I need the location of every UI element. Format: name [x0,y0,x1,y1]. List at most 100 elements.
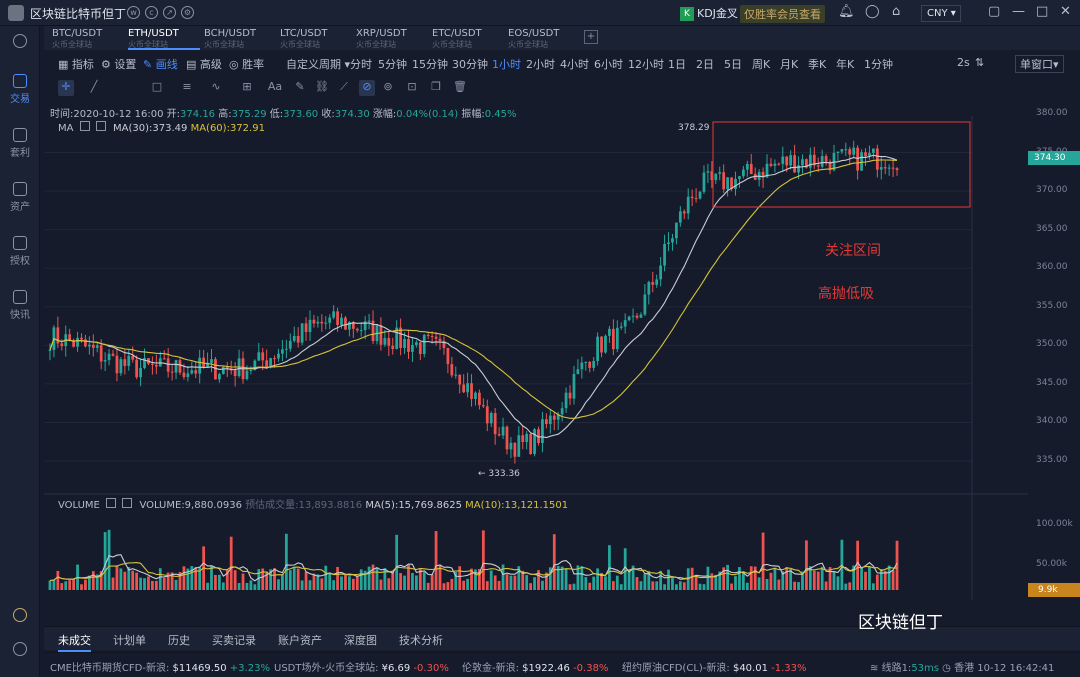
add-pair-button[interactable]: + [584,30,598,44]
period-5[interactable]: 2小时 [526,58,555,71]
refresh-interval[interactable]: 2s [957,56,970,69]
vip-badge[interactable]: 仅胜率会员查看 [740,5,825,23]
magnet-tool-icon[interactable]: ⊘ [359,80,375,96]
period-10[interactable]: 2日 [696,58,714,71]
shirt-icon[interactable]: ⌂ [892,4,901,19]
price-chart[interactable]: 378.29← 333.3610月 310月 410月 510月 610月 71… [44,116,1028,600]
diamond-icon[interactable] [0,608,40,624]
volume-close-icon[interactable] [122,498,133,508]
candle-body [355,328,359,331]
sidebar-logo-icon[interactable] [0,34,40,50]
candle-body [218,374,221,380]
tab-eos-usdt[interactable]: EOS/USDT 火币全球站 [508,28,560,49]
measure-tool-icon[interactable]: ⊞ [242,80,252,93]
volume-settings-icon[interactable] [106,498,117,508]
period-9[interactable]: 1日 [668,58,686,71]
chat-icon[interactable]: ◯ [865,4,880,19]
delete-tool-icon[interactable]: 🗑︎ [453,80,467,93]
restore-icon[interactable]: ▢ [988,4,1001,19]
period-2[interactable]: 15分钟 [412,58,448,71]
period-7[interactable]: 6小时 [594,58,623,71]
bell-icon[interactable]: 🔔︎ [838,4,855,19]
fib-tool-icon[interactable]: ≡ [182,80,192,93]
share-icon[interactable]: ↗ [163,6,176,19]
settings-icon[interactable]: ⚙ [181,6,194,19]
sidebar-item-news[interactable]: 快讯 [0,290,40,321]
line-tool-icon[interactable]: ╱ [90,80,98,93]
visibility-tool-icon[interactable]: ⊚ [383,80,393,93]
text-tool-icon[interactable]: Aa [267,80,283,93]
period-1[interactable]: 5分钟 [378,58,407,71]
ma-settings-icon[interactable] [79,121,90,131]
kdj-signal[interactable]: K KDJ金叉 [680,5,738,21]
ticker-item[interactable]: USDT场外-火币全球站: ¥6.69 -0.30% [274,659,449,674]
brush-tool-icon[interactable]: ✎ [295,80,305,93]
custom-period-select[interactable]: 自定义周期 ▾ [286,58,351,71]
indicator-button[interactable]: ▦ 指标 [58,58,94,71]
period-6[interactable]: 4小时 [560,58,589,71]
settings-button[interactable]: ⚙ 设置 [101,58,137,71]
tab-ltc-usdt[interactable]: LTC/USDT 火币全球站 [280,28,328,49]
ruler-tool-icon[interactable]: ⟋ [340,80,348,93]
period-11[interactable]: 5日 [724,58,742,71]
period-12[interactable]: 周K [752,58,771,71]
tab-bch-usdt[interactable]: BCH/USDT 火币全球站 [204,28,257,49]
period-16[interactable]: 1分钟 [864,58,893,71]
maximize-icon[interactable]: □ [1036,4,1049,19]
tab-bottom-1[interactable]: 计划单 [113,634,146,647]
lock-tool-icon[interactable]: ⊡ [407,80,417,93]
tab-etc-usdt[interactable]: ETC/USDT 火币全球站 [432,28,482,49]
tab-bottom-3[interactable]: 买卖记录 [212,634,256,647]
candle-body [706,171,710,173]
period-8[interactable]: 12小时 [628,58,664,71]
candle-body [789,155,793,166]
volume-bar [418,568,422,590]
sidebar-item-authorize[interactable]: 授权 [0,236,40,267]
weibo-icon[interactable]: w [127,6,140,19]
layout-icon[interactable]: ⇅ [975,56,985,69]
tab-bottom-2[interactable]: 历史 [168,634,190,647]
candle-body [738,176,741,179]
wave-tool-icon[interactable]: ∿ [211,80,221,93]
tab-bottom-6[interactable]: 技术分析 [399,634,443,647]
candle-body [214,359,217,380]
wechat-icon[interactable]: c [145,6,158,19]
period-3[interactable]: 30分钟 [452,58,488,71]
volume-bar [738,567,741,590]
tab-xrp-usdt[interactable]: XRP/USDT 火币全球站 [356,28,407,49]
candle-body [253,360,257,371]
tab-btc-usdt[interactable]: BTC/USDT 火币全球站 [52,28,103,49]
sidebar-item-assets[interactable]: 资产 [0,182,40,213]
sidebar-item-trade[interactable]: 交易 [0,74,40,105]
window-mode-select[interactable]: 单窗口▾ [1015,55,1064,73]
link-tool-icon[interactable]: ⛓ [315,80,329,93]
settings-gear-icon[interactable] [0,642,40,658]
advanced-button[interactable]: ▤ 高级 [186,58,222,71]
period-15[interactable]: 年K [836,58,855,71]
winrate-button[interactable]: ◎ 胜率 [229,58,265,71]
period-13[interactable]: 月K [780,58,799,71]
close-icon[interactable]: ✕ [1060,4,1071,19]
ma-close-icon[interactable] [95,121,106,131]
ticker-item[interactable]: 伦敦金-新浪: $1922.46 -0.38% [462,659,608,674]
tab-eth-usdt[interactable]: ETH/USDT 火币全球站 [128,28,200,50]
period-0[interactable]: 分时 [350,58,372,71]
ticker-item[interactable]: 纽约原油CFD(CL)-新浪: $40.01 -1.33% [622,659,807,674]
minimize-icon[interactable]: — [1012,4,1025,19]
rect-tool-icon[interactable]: □ [151,80,163,93]
sidebar-item-arbitrage[interactable]: 套利 [0,128,40,159]
period-14[interactable]: 季K [808,58,827,71]
volume-bar [403,575,406,590]
tab-bottom-0[interactable]: 未成交 [58,632,91,652]
period-4[interactable]: 1小时 [492,58,521,71]
copy-tool-icon[interactable]: ❐ [431,80,441,93]
tab-bottom-4[interactable]: 账户资产 [278,634,322,647]
crosshair-icon[interactable]: ✛ [58,80,74,96]
volume-bar [363,570,367,590]
volume-bar [785,566,789,590]
ticker-item[interactable]: CME比特币期货CFD-新浪: $11469.50 +3.23% [50,659,270,674]
tab-bottom-5[interactable]: 深度图 [344,634,377,647]
volume-bar [292,567,296,590]
currency-select[interactable]: CNY ▾ [921,5,961,22]
draw-button[interactable]: ✎ 画线 [143,58,178,71]
